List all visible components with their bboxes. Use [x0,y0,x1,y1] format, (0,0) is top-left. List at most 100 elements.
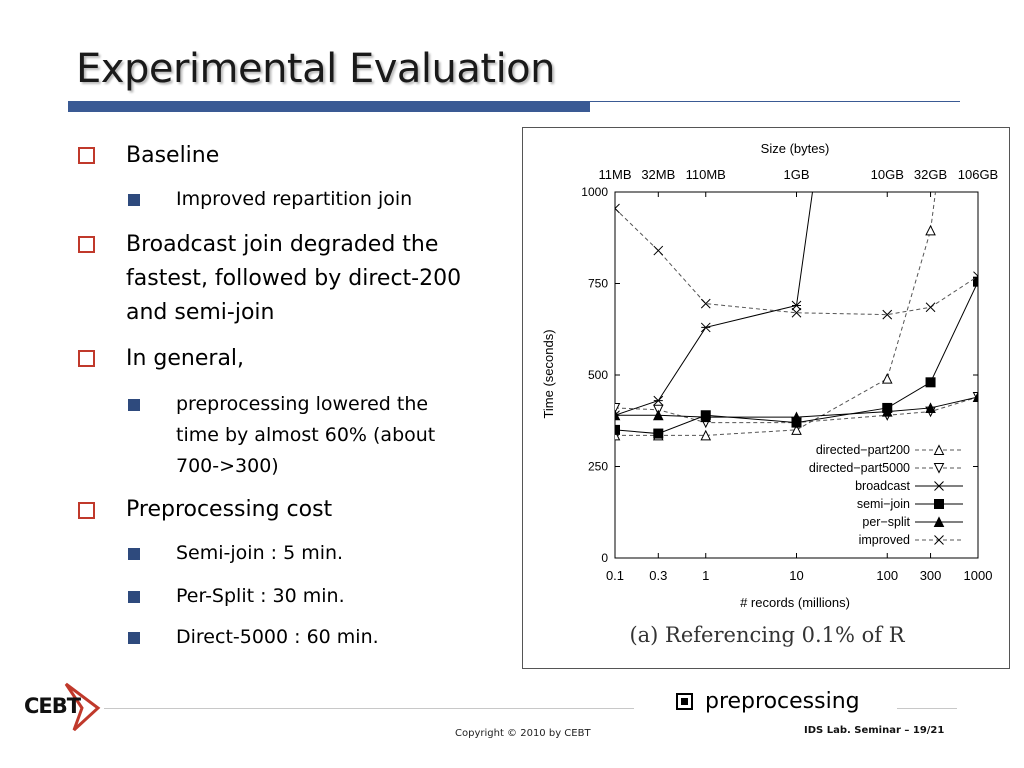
series-line [615,192,813,416]
y-axis-label: Time (seconds) [541,329,556,418]
data-point [615,402,621,414]
y-tick-label: 0 [601,551,608,565]
slide-number: IDS Lab. Seminar – 19/21 [804,725,945,736]
series-line [615,208,978,316]
top-tick-label: 32GB [914,167,947,182]
y-tick-label: 250 [588,460,608,474]
data-point [973,271,978,282]
data-point [615,203,620,214]
legend-label: improved [859,533,910,547]
data-point [934,481,944,491]
top-tick-label: 106GB [958,167,998,182]
data-point [925,302,936,313]
box-bullet-icon [78,502,95,519]
plot-area [614,191,979,559]
chart-caption: (a) Referencing 0.1% of R [629,623,905,647]
y-tick-label: 500 [588,368,608,382]
x-tick-label: 0.3 [649,568,667,583]
data-point [925,402,936,413]
series-improved [615,203,978,320]
series-directed−part200 [615,192,936,441]
bullet-baseline: Baseline [126,143,220,168]
sub-bullet-preprocessing: preprocessing lowered the time by almost… [176,393,436,477]
sub-bullet-per-split: Per-Split : 30 min. [176,585,345,607]
y-tick-label: 1000 [581,185,608,199]
data-point [881,373,893,384]
x-axis-label: # records (millions) [740,595,850,610]
top-tick-label: 11MB [599,167,632,182]
footer-divider-left [104,708,634,709]
x-tick-label: 0.1 [606,568,624,583]
title-underline-line [590,101,960,102]
legend-label: broadcast [855,479,910,493]
title-underline-bar [68,101,590,112]
bullet-broadcast: Broadcast join degraded the fastest, fol… [126,232,462,325]
data-point [934,535,944,545]
x-tick-label: 10 [789,568,803,583]
copyright-text: Copyright © 2010 by CEBT [455,728,591,739]
square-bullet-icon [128,399,140,411]
data-point [933,444,945,455]
x-tick-label: 1000 [964,568,993,583]
preprocessing-label: preprocessing [705,689,860,714]
x-tick-label: 100 [876,568,898,583]
top-tick-label: 32MB [641,167,675,182]
data-point [615,409,621,421]
slide-title: Experimental Evaluation [76,46,556,92]
data-point [791,307,802,318]
square-bullet-icon [128,194,140,206]
bullet-list: Baseline Improved repartition join Broad… [78,143,462,648]
data-point [700,322,711,333]
data-point [881,405,893,417]
box-bullet-icon [78,236,95,253]
bullet-in-general: In general, [126,346,245,371]
series-line [615,192,936,436]
sub-bullet-improved: Improved repartition join [176,188,413,210]
data-point [700,298,711,309]
data-point [700,429,712,441]
series-broadcast [615,192,813,421]
data-point [652,409,664,421]
data-point [882,309,893,320]
footer-divider-right [897,708,957,709]
data-point [653,395,664,406]
legend-label: per−split [862,515,910,529]
box-bullet-icon [78,147,95,164]
box-bullet-icon [78,350,95,367]
data-point [615,424,620,435]
data-point [791,300,802,311]
top-axis-title: Size (bytes) [761,141,830,156]
sub-bullet-direct-5000: Direct-5000 : 60 min. [176,626,379,648]
chart: 0 250 500 750 1000 0.1 0.3 1 10 100 300 1000 11MB 32M… [541,141,998,647]
data-point [972,391,978,402]
legend-label: directed−part200 [816,443,910,457]
top-tick-label: 1GB [783,167,809,182]
logo-text: CEBT [24,694,81,718]
chart-frame: 0 250 500 750 1000 0.1 0.3 1 10 100 300 1000 11MB 32M… [522,127,1010,669]
x-tick-label: 1 [702,568,709,583]
data-point [791,424,802,435]
checkbox-bullet-icon [676,693,693,710]
top-tick-label: 110MB [686,167,726,182]
square-bullet-icon [128,548,140,560]
data-point [933,516,945,527]
logo-mark-icon [64,682,101,732]
sub-bullet-semi-join: Semi-join : 5 min. [176,542,344,564]
data-point [700,411,712,423]
data-point [934,499,944,509]
x-tick-label: 300 [920,568,942,583]
data-point [791,411,802,423]
data-point [973,276,978,287]
data-point [933,463,945,474]
cebt-logo: CEBT [22,680,104,732]
data-point [925,224,936,236]
legend-label: directed−part5000 [809,461,910,475]
bullet-preprocessing-cost: Preprocessing cost [126,497,333,522]
top-tick-label: 10GB [871,167,904,182]
data-point [653,428,664,439]
square-bullet-icon [128,591,140,603]
data-point [925,377,936,388]
square-bullet-icon [128,632,140,644]
data-point [653,245,664,256]
legend-label: semi−join [857,497,910,511]
